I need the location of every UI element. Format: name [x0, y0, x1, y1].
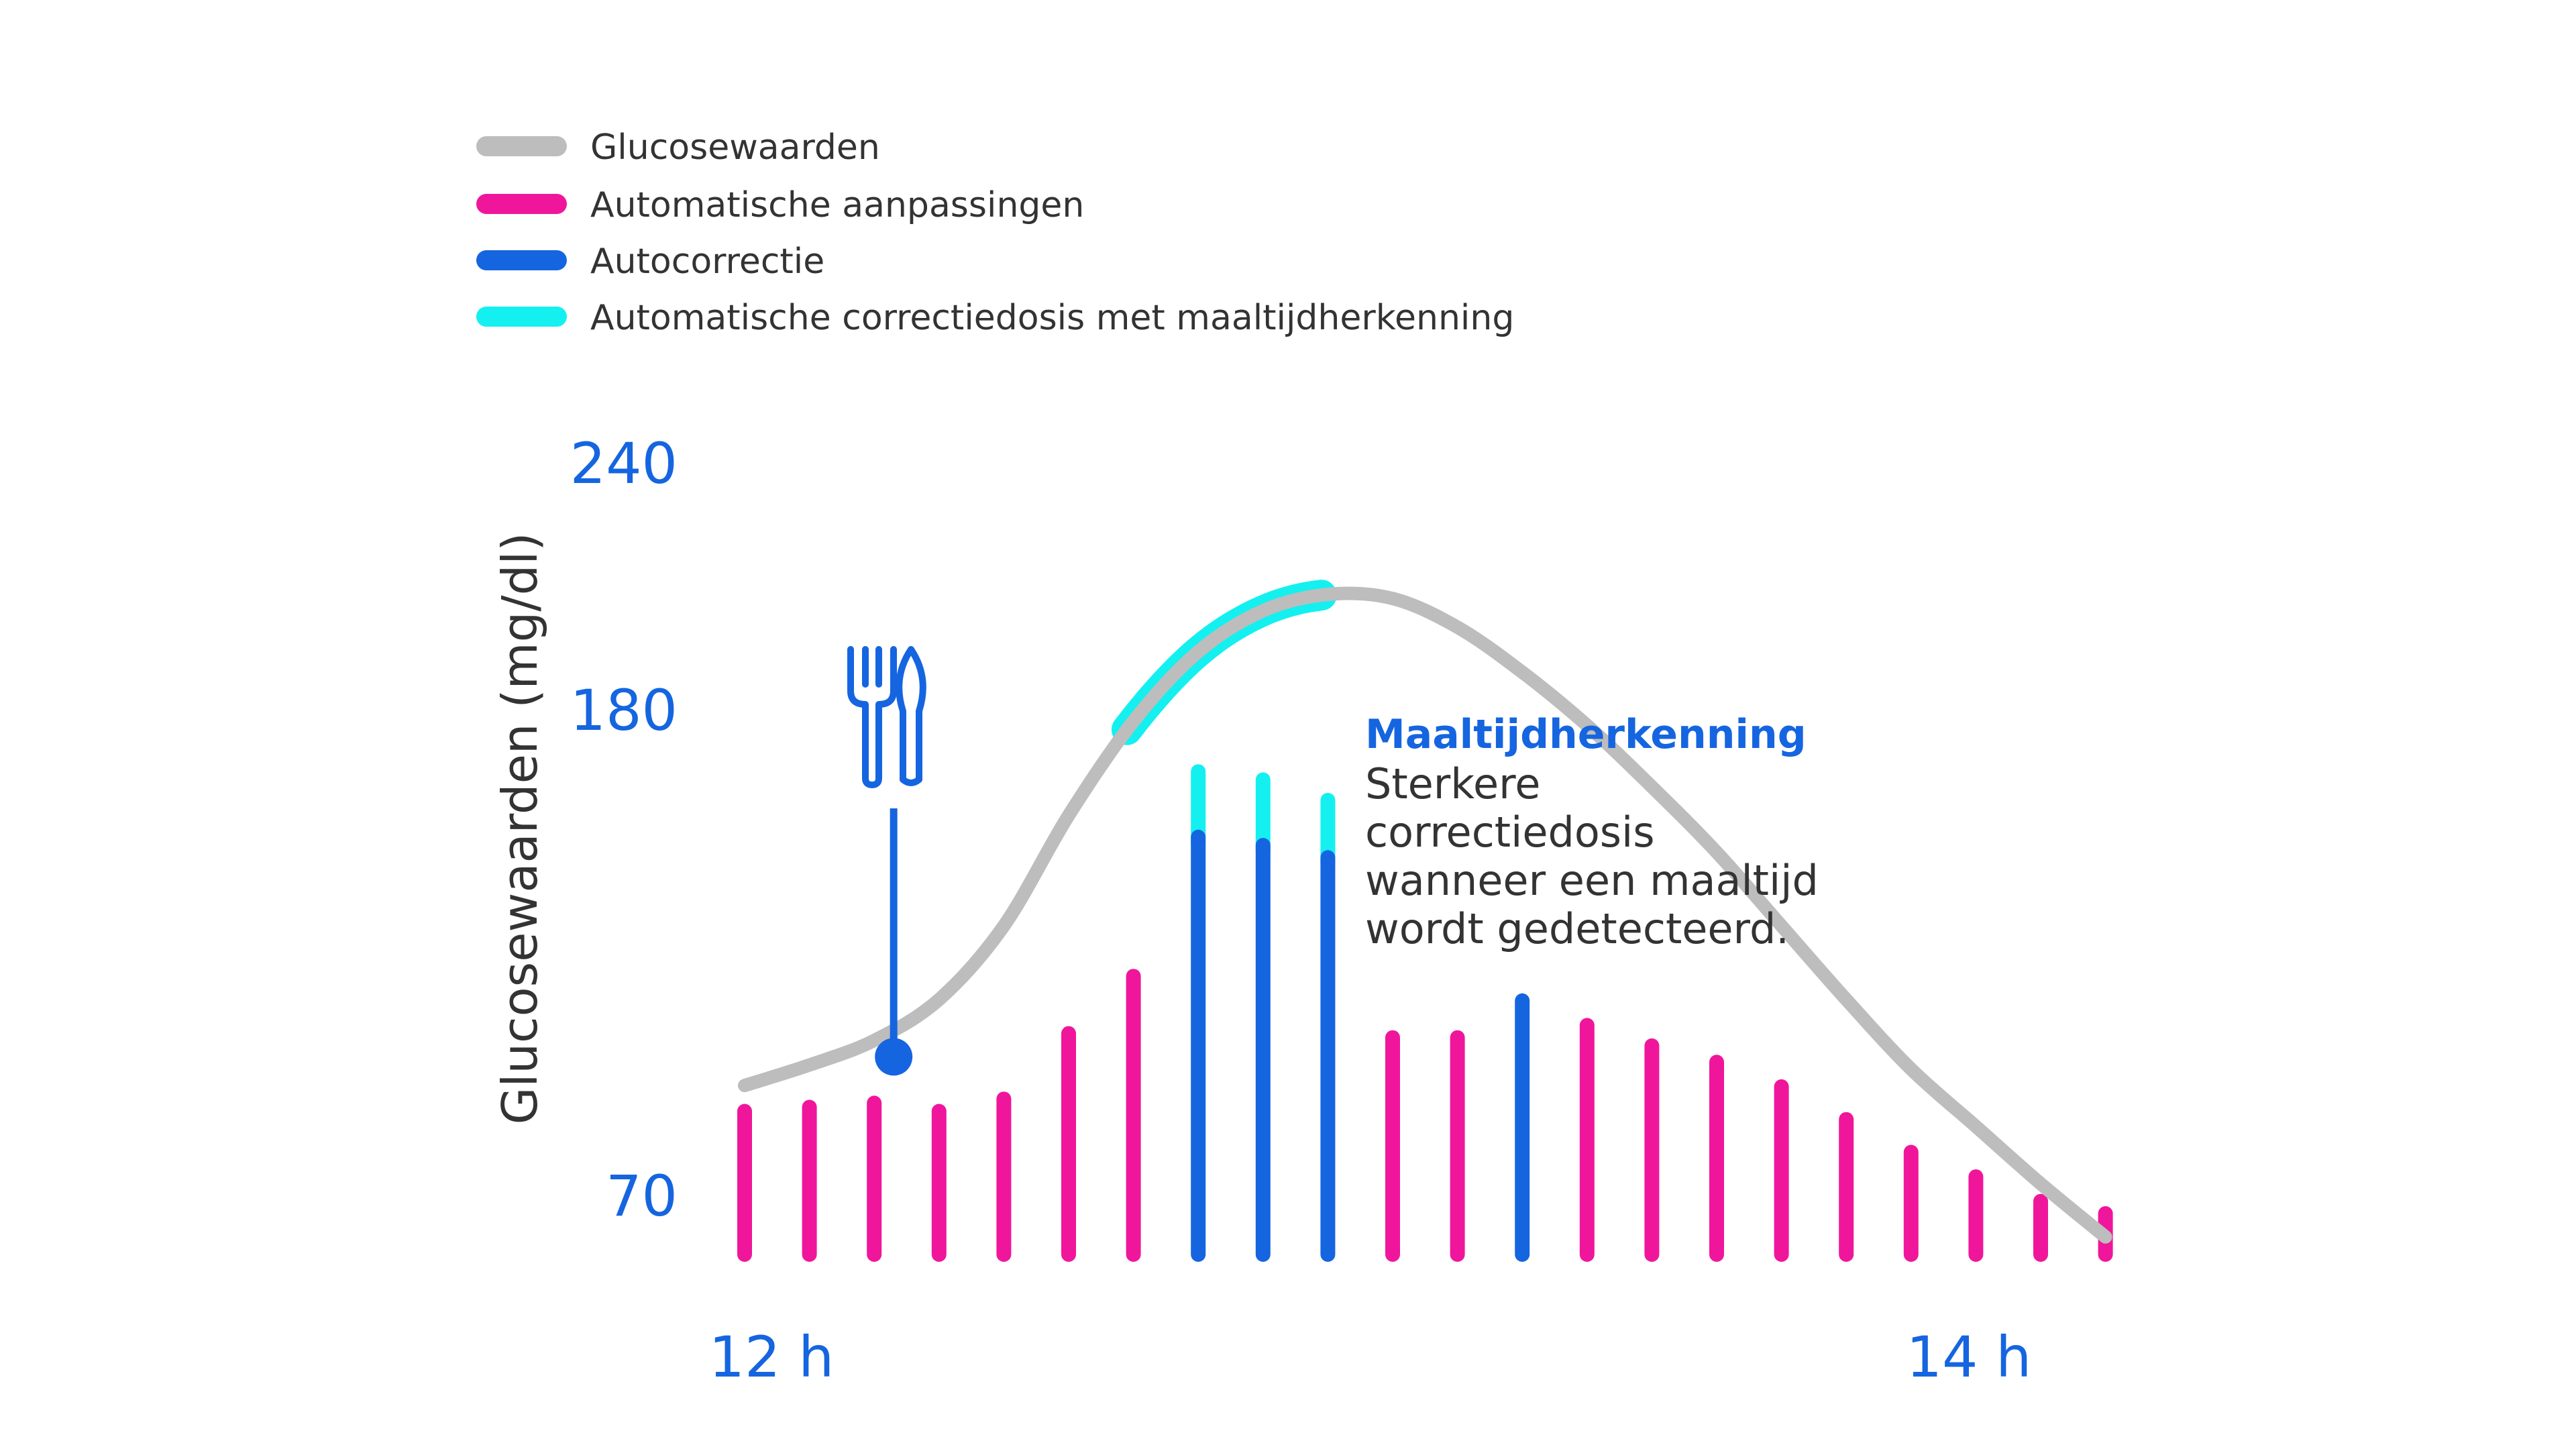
legend-label-autocorrect: Autocorrectie [590, 241, 824, 282]
y-tick-240: 240 [570, 431, 678, 496]
y-tick-70: 70 [606, 1163, 678, 1229]
y-tick-180: 180 [570, 678, 678, 743]
annotation-line-4: wordt gedetecteerd. [1365, 904, 1789, 953]
fork-spoon-icon [847, 646, 926, 788]
glucose-curve [738, 586, 2112, 1244]
legend: Glucosewaarden Automatische aanpassingen… [476, 127, 1514, 338]
meal-detection-highlight [1111, 580, 1337, 745]
glucose-curve-group [738, 580, 2112, 1244]
annotation-title: Maaltijdherkenning [1365, 711, 1807, 758]
meal-marker-group [875, 808, 913, 1076]
annotation-line-1: Sterkere [1365, 759, 1540, 808]
x-tick-12h: 12 h [709, 1324, 835, 1390]
annotation-line-2: correctiedosis [1365, 808, 1655, 857]
annotation: Maaltijdherkenning Sterkere correctiedos… [1365, 711, 1819, 953]
legend-label-glucose: Glucosewaarden [590, 127, 880, 168]
annotation-line-3: wanneer een maaltijd [1365, 856, 1819, 905]
y-axis-label: Glucosewaarden (mg/dl) [492, 533, 548, 1125]
legend-label-meal: Automatische correctiedosis met maaltijd… [590, 298, 1514, 338]
meal-marker-dot [875, 1038, 913, 1076]
x-tick-14h: 14 h [1907, 1324, 2032, 1390]
legend-label-auto: Automatische aanpassingen [590, 185, 1084, 225]
bars-group [737, 764, 2113, 1262]
